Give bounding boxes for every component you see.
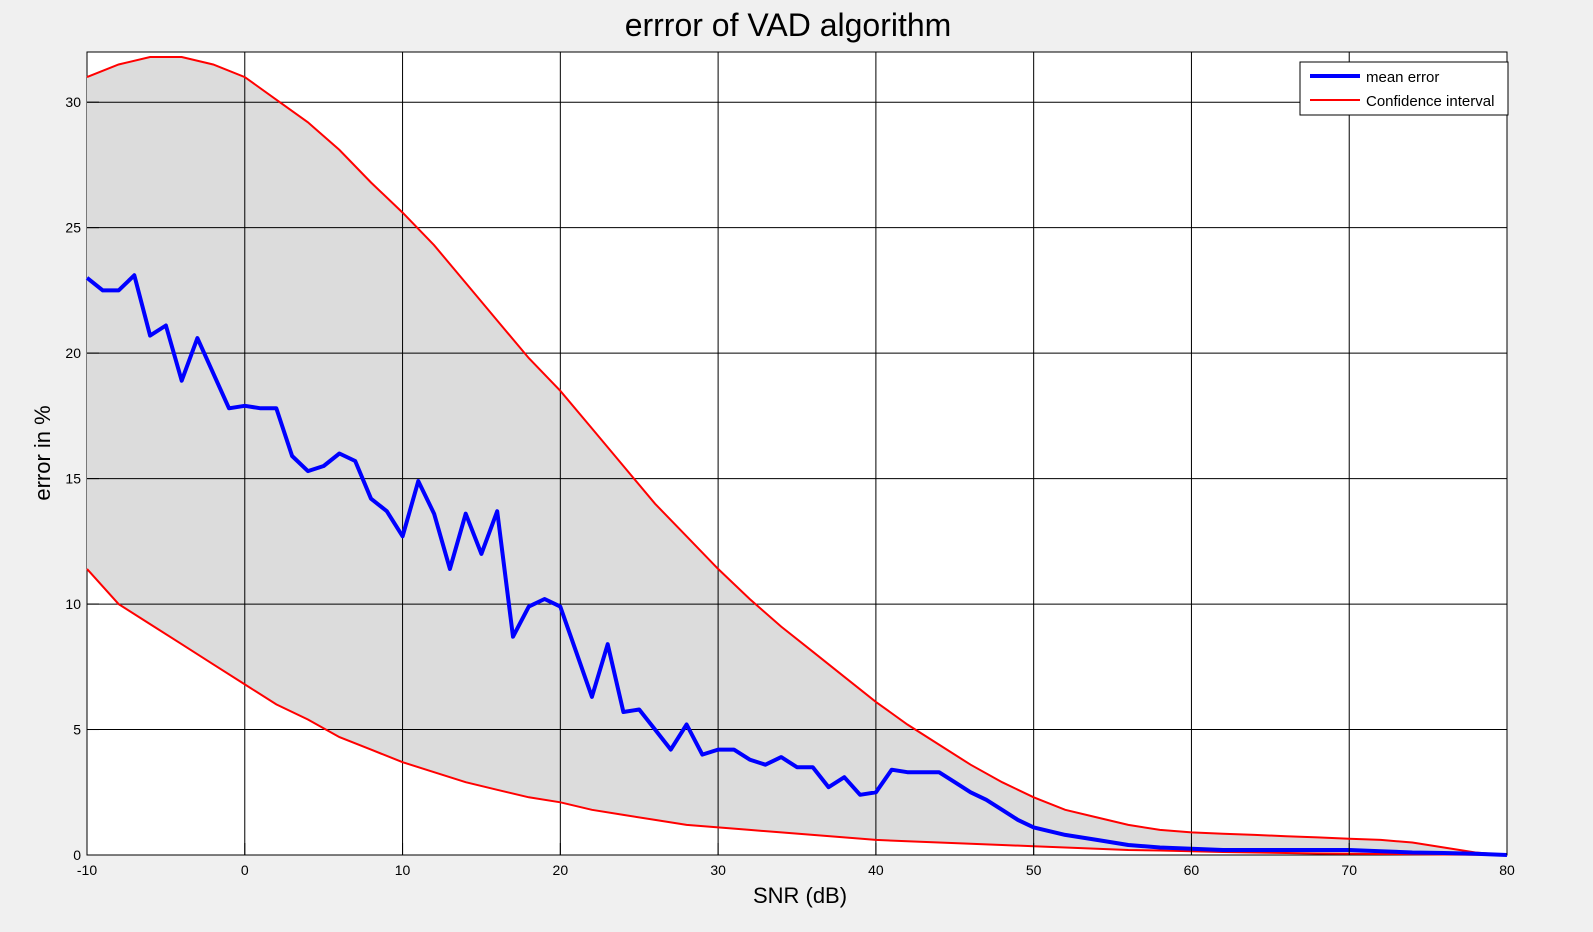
confidence-band: [87, 57, 1507, 855]
legend: mean error Confidence interval: [1299, 61, 1509, 116]
x-tick-label: 20: [553, 862, 569, 878]
ci-lower-line: [86, 568, 1508, 856]
chart-title: errror of VAD algorithm: [625, 7, 952, 43]
x-tick-label: 40: [868, 862, 884, 878]
x-tick-label: 80: [1499, 862, 1515, 878]
y-tick-label: 20: [65, 345, 81, 361]
y-tick-label: 15: [65, 471, 81, 487]
ci-upper-line: [86, 56, 1508, 856]
series-lines: [85, 56, 1508, 857]
y-tick-label: 10: [65, 596, 81, 612]
legend-mean-label: mean error: [1366, 69, 1439, 86]
x-tick-label: 0: [241, 862, 249, 878]
y-tick-label: 30: [65, 94, 81, 110]
mean-error-line: [85, 273, 1508, 857]
legend-ci-label: Confidence interval: [1366, 93, 1494, 110]
y-axis-label: error in %: [30, 405, 55, 500]
legend-box: [1299, 61, 1509, 116]
x-tick-label: 30: [710, 862, 726, 878]
confidence-band-fill: [87, 57, 1507, 855]
y-tick-label: 0: [73, 847, 81, 863]
x-axis-label: SNR (dB): [753, 883, 847, 908]
x-tick-label: 70: [1341, 862, 1357, 878]
y-tick-label: 5: [73, 722, 81, 738]
x-tick-label: 50: [1026, 862, 1042, 878]
x-tick-label: 10: [395, 862, 411, 878]
y-tick-label: 25: [65, 220, 81, 236]
x-tick-label: -10: [77, 862, 97, 878]
grid: [87, 52, 1507, 855]
x-tick-label: 60: [1184, 862, 1200, 878]
